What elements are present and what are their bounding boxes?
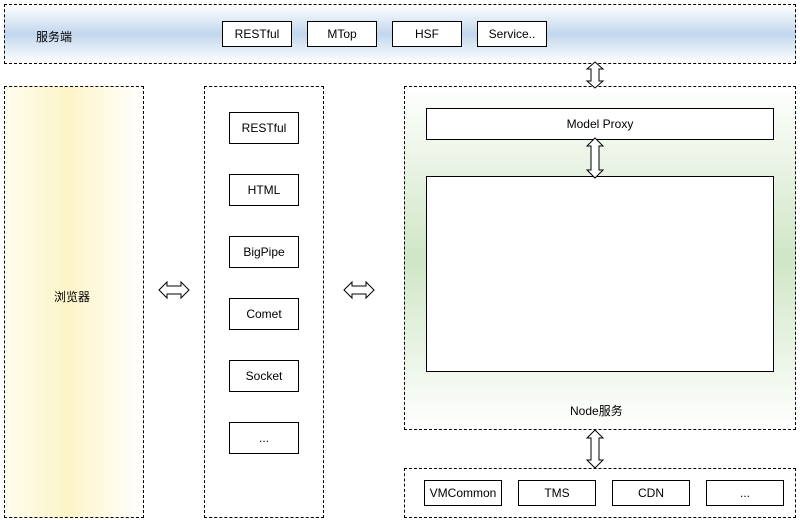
bottom-item-1: TMS <box>518 480 596 506</box>
proto-item-1: HTML <box>229 174 299 206</box>
proto-item-5: ... <box>229 422 299 454</box>
arrow-server-node <box>585 62 605 88</box>
proto-item-3: Comet <box>229 298 299 330</box>
proto-item-0: RESTful <box>229 112 299 144</box>
bottom-item-0: VMCommon <box>424 480 502 506</box>
server-item-1: MTop <box>307 21 377 47</box>
server-item-0: RESTful <box>222 21 292 47</box>
arrow-proto-node <box>344 280 374 300</box>
arrow-browser-proto <box>159 280 189 300</box>
model-proxy-box: Model Proxy <box>426 108 774 140</box>
server-item-3: Service.. <box>477 21 547 47</box>
node-panel-label: Node服务 <box>570 402 623 419</box>
bottom-item-2: CDN <box>612 480 690 506</box>
proto-item-4: Socket <box>229 360 299 392</box>
proto-item-2: BigPipe <box>229 236 299 268</box>
browser-panel-label: 浏览器 <box>54 288 90 305</box>
arrow-node-bottom <box>585 430 605 468</box>
server-item-2: HSF <box>392 21 462 47</box>
server-panel-label: 服务端 <box>36 28 72 45</box>
bottom-item-3: ... <box>706 480 784 506</box>
arrow-proxy-inner <box>585 138 605 178</box>
node-inner-box <box>426 176 774 372</box>
